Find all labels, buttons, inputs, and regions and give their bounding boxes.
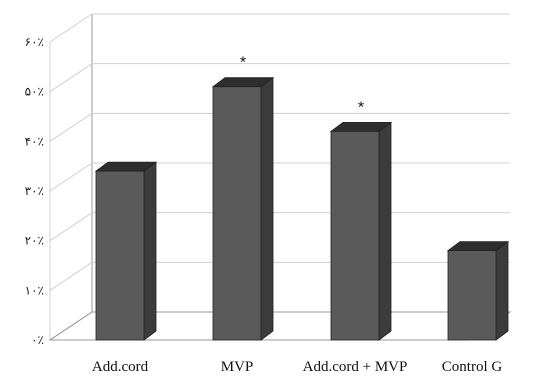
gridline-depth xyxy=(49,162,93,192)
y-tick-label: ۵۰٪ xyxy=(25,85,44,99)
y-tick-label: ۱۰٪ xyxy=(25,283,44,297)
bar-side xyxy=(495,240,509,341)
category-labels: Add.cord MVP Add.cord + MVP Control G xyxy=(92,359,502,375)
significance-marker: * xyxy=(358,99,364,116)
y-tick-label: ۲۰٪ xyxy=(25,234,44,248)
grid-layer xyxy=(48,13,512,341)
category-label: Add.cord xyxy=(92,359,149,375)
bar-group: * xyxy=(211,55,275,341)
bar xyxy=(95,170,145,341)
gridline-depth xyxy=(49,212,93,242)
bar xyxy=(447,250,497,341)
gridline-depth xyxy=(49,63,93,93)
category-label: Control G xyxy=(442,359,503,375)
floor-plane xyxy=(48,311,512,341)
gridline-depth xyxy=(49,112,93,142)
bar-group xyxy=(446,240,510,341)
y-tick-label: ۳۰٪ xyxy=(25,184,44,198)
bars: ** xyxy=(94,55,510,341)
y-axis-ticks: ۰٪ ۱۰٪ ۲۰٪ ۳۰٪ ۴۰٪ ۵۰٪ ۶۰٪ xyxy=(25,35,44,347)
bar-side xyxy=(143,161,157,341)
bar xyxy=(212,86,262,341)
y-tick-label: ۴۰٪ xyxy=(25,134,44,148)
y-tick-label: ۰٪ xyxy=(31,333,44,347)
category-label: Add.cord + MVP xyxy=(303,359,408,375)
y-tick-label: ۶۰٪ xyxy=(25,35,44,49)
bar xyxy=(330,130,380,341)
significance-marker: * xyxy=(240,55,246,72)
bar-side xyxy=(260,76,274,341)
gridline-depth xyxy=(49,13,93,43)
bar-group xyxy=(94,161,158,341)
bar-group: * xyxy=(329,99,393,341)
gridline-depth xyxy=(49,261,93,291)
bar-side xyxy=(378,121,392,341)
category-label: MVP xyxy=(221,359,254,375)
